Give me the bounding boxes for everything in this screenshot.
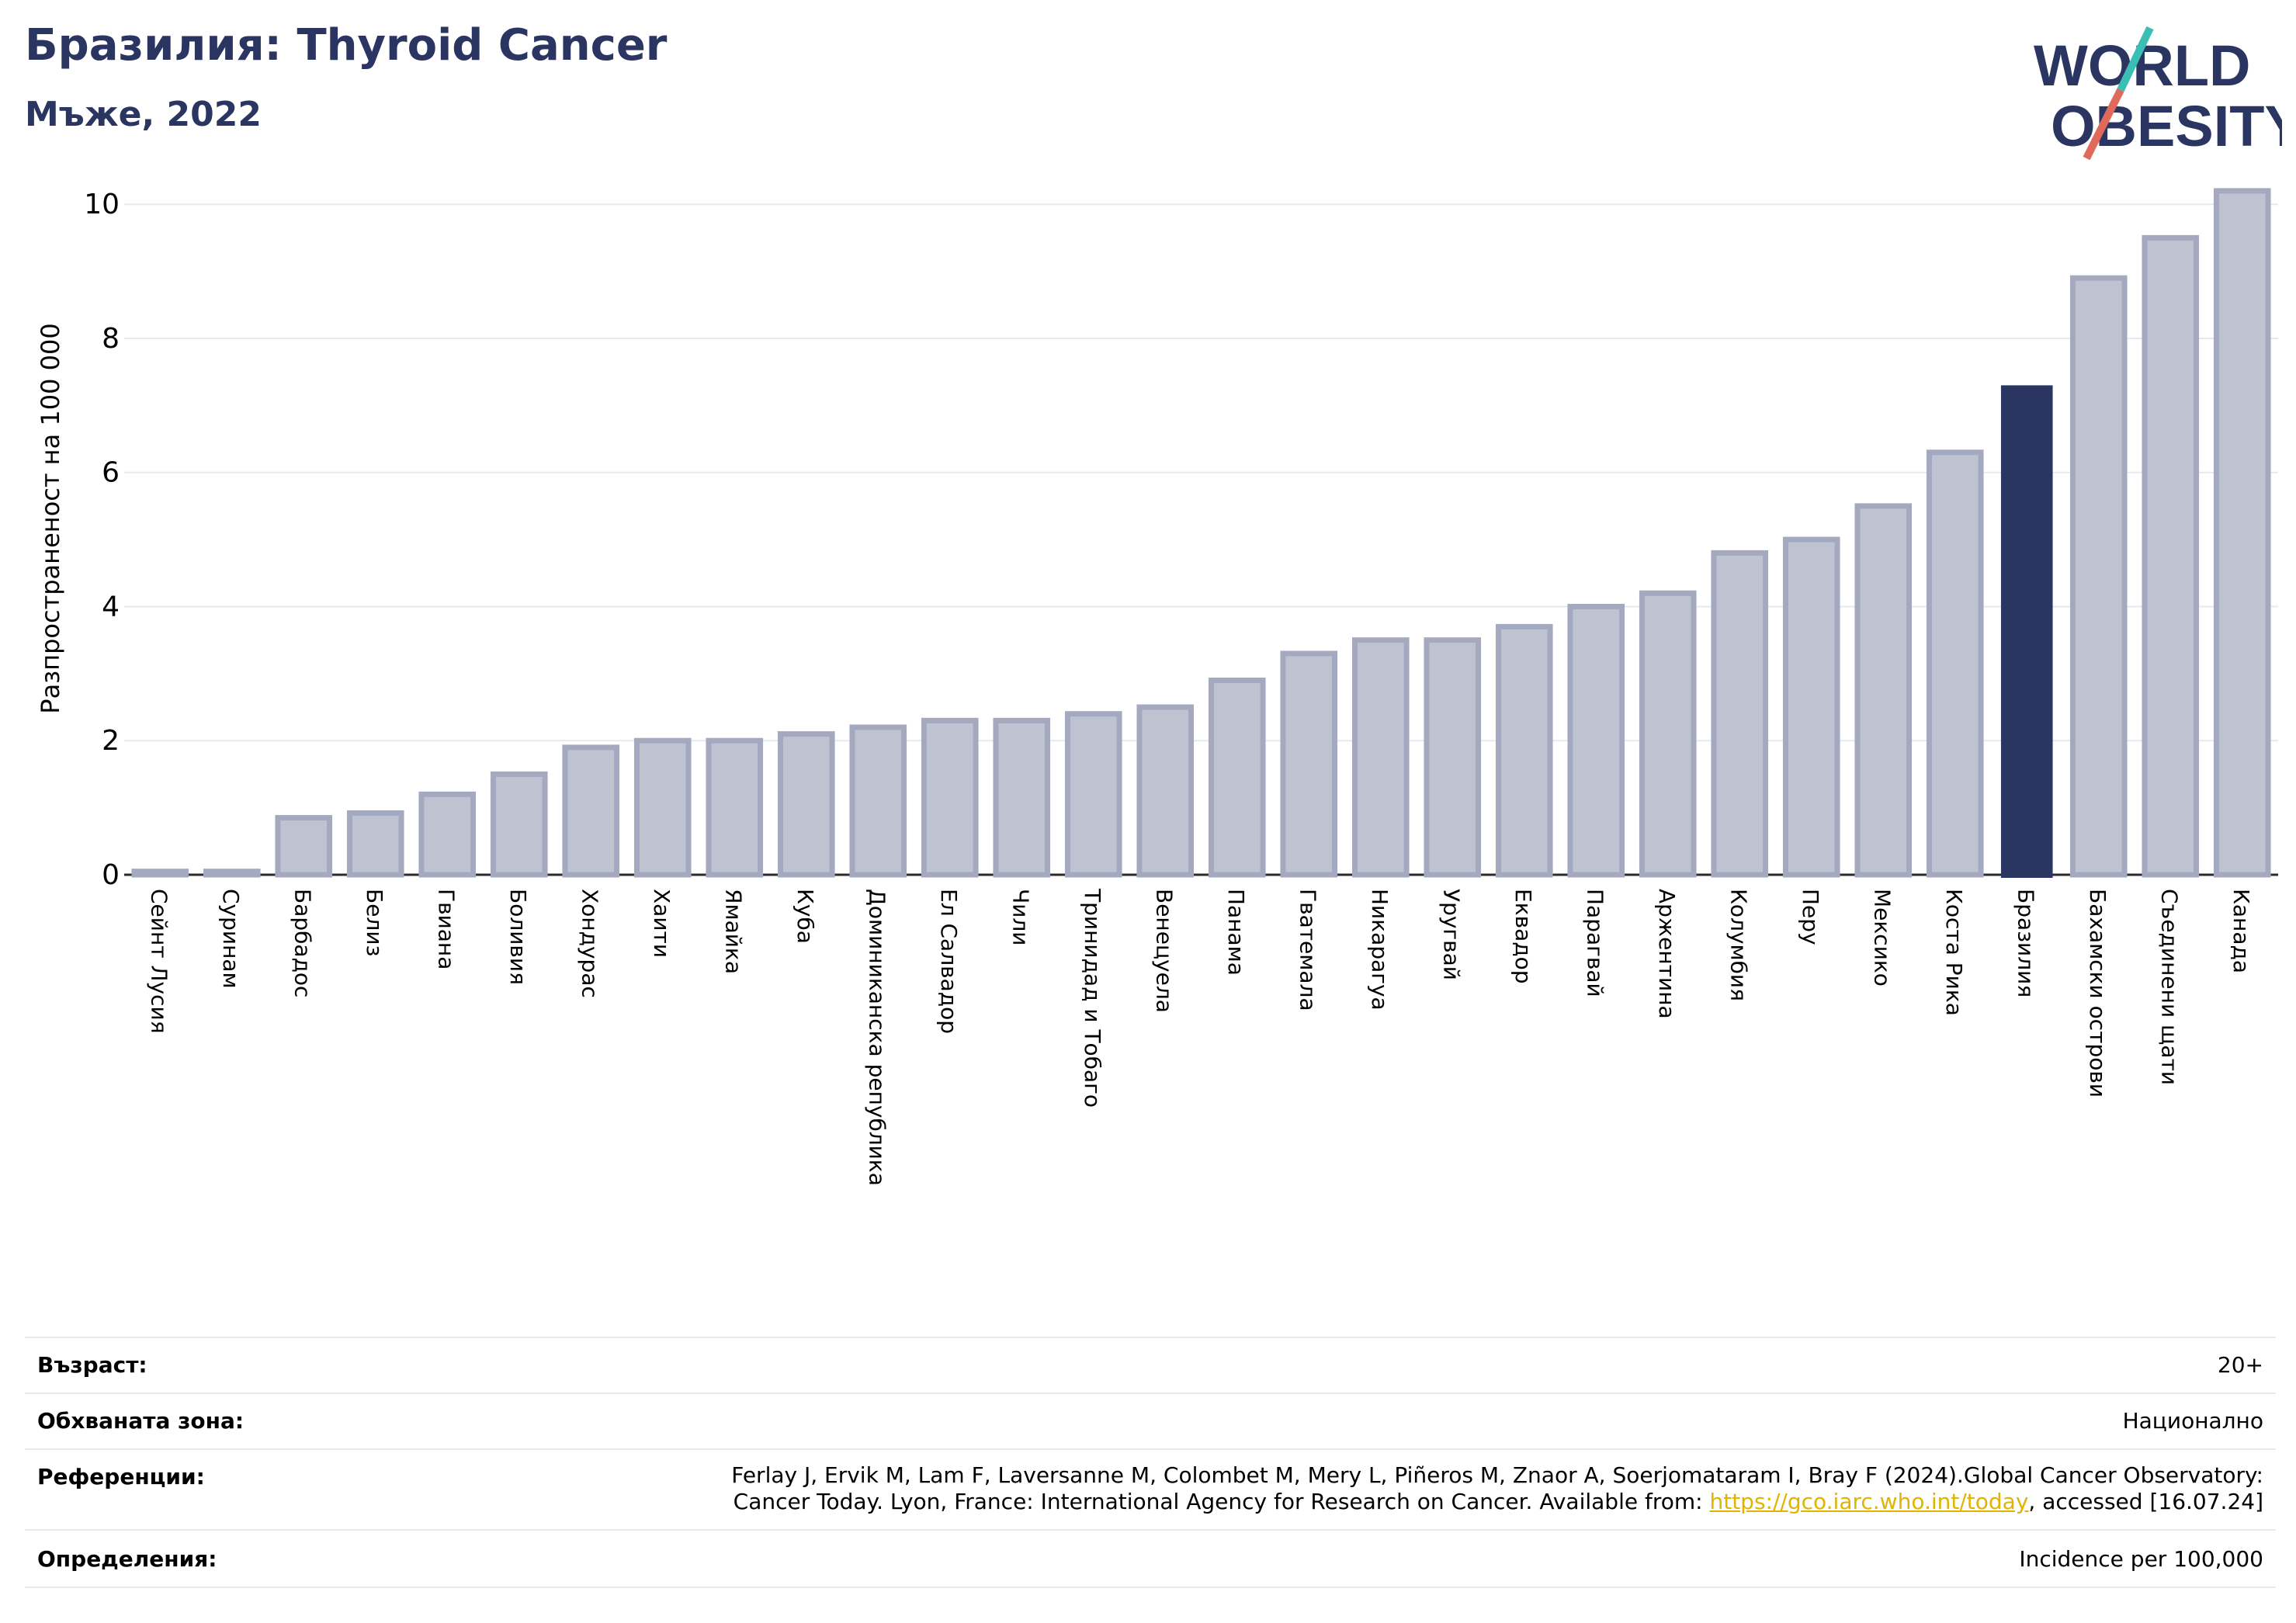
bar	[131, 869, 189, 878]
bar	[1567, 603, 1625, 878]
x-tick-label: Гватемала	[1295, 889, 1320, 1011]
x-tick-label: Канада	[2228, 889, 2254, 973]
bar	[1854, 503, 1913, 878]
bar	[275, 815, 333, 878]
references-accessed: , accessed [16.07.24]	[2028, 1488, 2263, 1514]
bar	[1495, 623, 1553, 878]
y-axis-label: Разпространеност на 100 000	[36, 323, 65, 713]
x-tick-label: Суринам	[218, 889, 244, 989]
x-tick-label: Бахамски острови	[2085, 889, 2110, 1098]
bar	[1208, 677, 1266, 878]
x-tick-label: Сейнт Лусия	[146, 889, 172, 1034]
x-tick-label: Аржентина	[1654, 889, 1680, 1019]
x-tick-label: Хаити	[649, 889, 675, 958]
chart-subtitle: Мъже, 2022	[25, 95, 262, 134]
bar	[1926, 449, 1984, 878]
x-tick-label: Мексико	[1869, 889, 1895, 987]
y-tick-label: 10	[84, 189, 120, 220]
x-tick-label: Еквадор	[1510, 889, 1536, 984]
x-tick-label: Колумбия	[1725, 889, 1751, 1001]
definitions-value: Incidence per 100,000	[2019, 1546, 2263, 1572]
x-tick-label: Чили	[1008, 889, 1033, 946]
chart-title: Бразилия: Thyroid Cancer	[25, 20, 668, 71]
bar	[1280, 650, 1338, 878]
references-value: Ferlay J, Ervik M, Lam F, Laversanne M, …	[478, 1462, 2263, 1514]
bar	[418, 791, 477, 878]
x-tick-label: Никарагуа	[1367, 889, 1393, 1011]
references-link[interactable]: https://gco.iarc.who.int/today	[1709, 1488, 2029, 1514]
bar	[993, 717, 1051, 878]
bar	[849, 724, 907, 878]
x-tick-label: Боливия	[505, 889, 531, 985]
bar	[203, 869, 261, 878]
x-tick-label: Куба	[793, 889, 818, 944]
age-value: 20+	[2217, 1352, 2263, 1378]
x-tick-label: Гвиана	[433, 889, 459, 969]
bar	[1424, 637, 1482, 878]
references-line-2: Cancer Today. Lyon, France: Internationa…	[478, 1489, 2263, 1515]
info-row-age: Възраст: 20+	[25, 1337, 2276, 1392]
bar	[2213, 188, 2271, 878]
y-tick-label: 0	[102, 859, 120, 891]
references-line-1: Ferlay J, Ervik M, Lam F, Laversanne M, …	[731, 1462, 2263, 1488]
logo-slash-bottom	[2083, 88, 2124, 161]
x-tick-label: Ямайка	[720, 889, 746, 974]
bar	[921, 717, 979, 878]
x-tick-label: Уругвай	[1438, 889, 1464, 980]
bar	[562, 744, 620, 878]
bar	[490, 771, 548, 878]
x-tick-label: Белиз	[362, 889, 387, 956]
x-tick-label: Венецуела	[1151, 889, 1177, 1013]
x-tick-label: Бразилия	[2013, 889, 2038, 997]
info-row-references: Референции: Ferlay J, Ervik M, Lam F, La…	[25, 1448, 2276, 1529]
area-value: Национално	[2122, 1408, 2263, 1434]
x-tick-label: Парагвай	[1582, 889, 1608, 997]
bar	[1782, 536, 1840, 878]
bar-highlighted	[2000, 385, 2053, 878]
y-tick-label: 6	[102, 457, 120, 489]
logo-slash-top	[2117, 26, 2154, 92]
x-tick-label: Барбадос	[290, 889, 315, 997]
references-text: Cancer Today. Lyon, France: Internationa…	[733, 1488, 1710, 1514]
y-tick-label: 4	[102, 591, 120, 622]
area-label: Обхваната зона:	[37, 1408, 245, 1434]
bar	[1351, 637, 1410, 878]
bar	[346, 810, 404, 878]
info-row-definitions: Определения: Incidence per 100,000	[25, 1529, 2276, 1588]
definitions-label: Определения:	[37, 1546, 217, 1572]
x-tick-label: Перу	[1798, 889, 1823, 945]
age-label: Възраст:	[37, 1352, 147, 1378]
bar	[777, 731, 835, 878]
bar	[2142, 234, 2200, 878]
world-obesity-logo: WORLD OBESITY	[2034, 26, 2282, 161]
x-tick-label: Ел Салвадор	[936, 889, 962, 1034]
bar	[1711, 550, 1769, 878]
bar	[2069, 275, 2128, 878]
bar	[633, 737, 692, 878]
references-label: Референции:	[37, 1464, 205, 1489]
y-tick-label: 2	[102, 725, 120, 757]
bar	[1639, 590, 1697, 878]
bar	[1136, 704, 1195, 878]
x-tick-label: Хондурас	[577, 889, 602, 998]
bar-chart: 0 2 4 6 8 10 Сейнт Лусия Суринам Барбадос Белиз Г…	[36, 188, 2278, 1186]
x-tick-label: Тринидад и Тобаго	[1080, 888, 1105, 1108]
info-table: Възраст: 20+ Обхваната зона: Национално …	[25, 1337, 2276, 1588]
bar	[706, 737, 764, 878]
x-tick-label: Панама	[1223, 889, 1249, 976]
x-tick-label: Съединени щати	[2156, 889, 2182, 1085]
info-row-area: Обхваната зона: Национално	[25, 1392, 2276, 1448]
bar	[1064, 711, 1122, 878]
y-tick-label: 8	[102, 323, 120, 355]
x-tick-label: Доминиканска република	[864, 889, 890, 1186]
x-tick-label: Коста Рика	[1941, 889, 1967, 1016]
